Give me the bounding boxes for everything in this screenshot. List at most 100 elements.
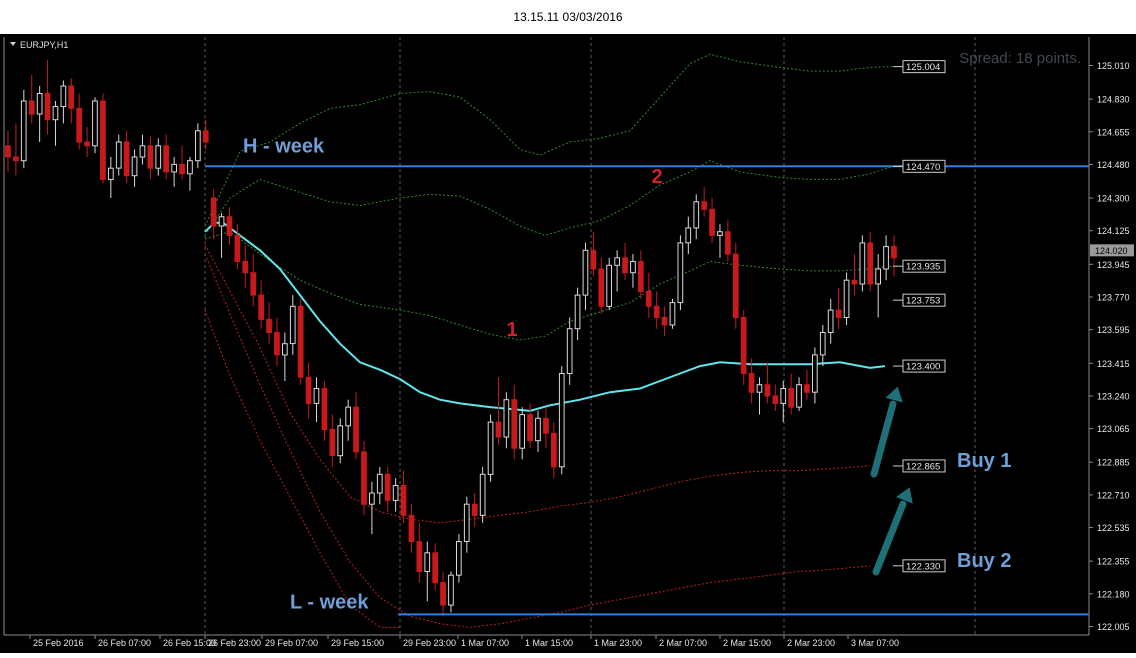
- candle-body[interactable]: [503, 399, 510, 438]
- candle-body[interactable]: [645, 290, 652, 307]
- candle-body[interactable]: [115, 141, 122, 169]
- candle-body[interactable]: [289, 305, 296, 345]
- candle-body[interactable]: [226, 216, 233, 236]
- candle-body[interactable]: [780, 388, 787, 404]
- candle-body[interactable]: [598, 268, 605, 307]
- candle-body[interactable]: [376, 473, 383, 494]
- candle-body[interactable]: [463, 503, 470, 543]
- candle-body[interactable]: [76, 107, 83, 143]
- candle-body[interactable]: [44, 93, 51, 121]
- candle-body[interactable]: [709, 208, 715, 236]
- candle-body[interactable]: [266, 318, 272, 333]
- candle-body[interactable]: [52, 106, 59, 121]
- candle-body[interactable]: [661, 317, 668, 326]
- candle-body[interactable]: [835, 309, 842, 319]
- candle-body[interactable]: [788, 388, 794, 408]
- candle-body[interactable]: [440, 582, 446, 606]
- candle-body[interactable]: [400, 485, 407, 516]
- candle-body[interactable]: [305, 376, 312, 404]
- candle-body[interactable]: [163, 145, 170, 173]
- candle-body[interactable]: [456, 541, 462, 576]
- candle-body[interactable]: [851, 279, 858, 285]
- candle-body[interactable]: [60, 85, 67, 107]
- candle-body[interactable]: [258, 294, 264, 320]
- candle-body[interactable]: [250, 272, 257, 296]
- candle-body[interactable]: [179, 163, 185, 175]
- candle-body[interactable]: [891, 246, 897, 259]
- candle-body[interactable]: [369, 492, 375, 505]
- candle-body[interactable]: [511, 399, 518, 449]
- candle-body[interactable]: [234, 234, 241, 262]
- candle-body[interactable]: [527, 414, 533, 442]
- candle-body[interactable]: [471, 503, 478, 516]
- candle-body[interactable]: [796, 384, 802, 408]
- candle-body[interactable]: [732, 253, 739, 319]
- candle-body[interactable]: [108, 167, 114, 180]
- candle-body[interactable]: [669, 302, 676, 326]
- candle-body[interactable]: [218, 216, 225, 227]
- candle-body[interactable]: [28, 100, 35, 115]
- candle-body[interactable]: [147, 145, 154, 169]
- candle-body[interactable]: [883, 246, 889, 270]
- candle-body[interactable]: [772, 395, 779, 404]
- candle-body[interactable]: [139, 145, 146, 158]
- candle-body[interactable]: [558, 373, 565, 468]
- candle-body[interactable]: [195, 130, 201, 162]
- candle-body[interactable]: [479, 473, 486, 516]
- candle-body[interactable]: [495, 421, 502, 438]
- candle-body[interactable]: [693, 201, 700, 229]
- candle-body[interactable]: [171, 163, 178, 173]
- candle-body[interactable]: [337, 425, 344, 457]
- candle-body[interactable]: [392, 485, 399, 501]
- candle-body[interactable]: [345, 406, 351, 427]
- chart-area[interactable]: H - week L - week 125.010 124.830 124.655 12…: [0, 34, 1136, 653]
- candle-body[interactable]: [748, 373, 755, 393]
- candle-body[interactable]: [622, 257, 628, 274]
- candle-body[interactable]: [13, 156, 19, 162]
- candle-body[interactable]: [677, 242, 684, 304]
- candle-body[interactable]: [187, 160, 193, 175]
- candle-body[interactable]: [812, 354, 818, 393]
- candle-body[interactable]: [566, 328, 573, 375]
- candle-body[interactable]: [353, 406, 359, 453]
- candle-body[interactable]: [701, 201, 707, 210]
- candle-body[interactable]: [321, 388, 328, 431]
- candle-body[interactable]: [297, 305, 304, 378]
- candle-body[interactable]: [740, 317, 747, 374]
- candle-body[interactable]: [92, 100, 98, 147]
- candle-body[interactable]: [408, 514, 415, 542]
- candle-body[interactable]: [202, 130, 209, 143]
- candle-body[interactable]: [5, 145, 11, 158]
- candle-body[interactable]: [574, 294, 581, 330]
- candle-body[interactable]: [416, 541, 423, 573]
- candle-body[interactable]: [875, 268, 881, 285]
- candle-body[interactable]: [100, 100, 106, 180]
- candle-body[interactable]: [448, 574, 454, 606]
- candle-body[interactable]: [630, 261, 636, 274]
- candle-body[interactable]: [653, 305, 660, 318]
- candle-body[interactable]: [361, 451, 367, 505]
- candle-body[interactable]: [384, 473, 391, 501]
- candle-body[interactable]: [242, 261, 249, 274]
- candle-body[interactable]: [685, 227, 692, 244]
- candle-body[interactable]: [804, 384, 810, 393]
- candle-body[interactable]: [123, 141, 130, 177]
- candle-body[interactable]: [590, 249, 597, 270]
- candle-body[interactable]: [582, 249, 589, 296]
- candle-body[interactable]: [551, 432, 557, 468]
- candle-body[interactable]: [432, 552, 438, 584]
- candle-body[interactable]: [638, 261, 644, 292]
- candle-body[interactable]: [819, 332, 826, 356]
- candle-body[interactable]: [131, 156, 138, 177]
- candle-body[interactable]: [543, 417, 549, 434]
- candle-body[interactable]: [329, 429, 336, 457]
- candle-body[interactable]: [859, 242, 866, 285]
- candle-body[interactable]: [84, 141, 90, 147]
- candle-body[interactable]: [20, 100, 27, 162]
- candle-body[interactable]: [725, 231, 731, 255]
- candle-body[interactable]: [424, 552, 431, 572]
- candle-body[interactable]: [155, 145, 162, 169]
- candle-body[interactable]: [764, 384, 771, 397]
- candle-body[interactable]: [843, 279, 850, 318]
